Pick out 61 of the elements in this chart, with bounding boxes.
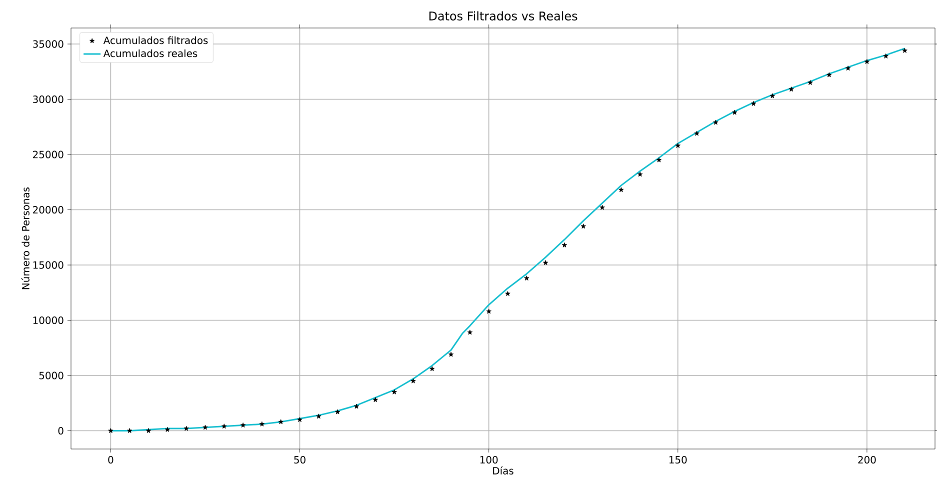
point xyxy=(410,378,416,384)
point xyxy=(335,409,340,414)
y-tick-label: 5000 xyxy=(39,372,64,380)
legend-label: Acumulados reales xyxy=(103,49,198,58)
point xyxy=(146,428,152,433)
y-tick-label: 20000 xyxy=(33,206,64,214)
point xyxy=(524,276,530,280)
x-tick-label: 0 xyxy=(108,456,114,464)
point xyxy=(788,86,794,92)
y-tick-label: 35000 xyxy=(33,40,64,48)
point xyxy=(448,352,454,357)
point xyxy=(580,224,586,229)
y-tick-label: 10000 xyxy=(33,316,64,324)
y-axis-title: Número de Personas xyxy=(21,187,30,290)
point xyxy=(259,421,265,426)
y-tick-label: 15000 xyxy=(33,261,64,269)
point xyxy=(486,308,492,314)
point xyxy=(316,414,322,419)
point xyxy=(562,242,568,248)
x-axis-title: Días xyxy=(493,466,514,475)
x-tick-label: 150 xyxy=(669,456,687,464)
point xyxy=(656,157,662,162)
point xyxy=(694,130,700,136)
point xyxy=(297,417,302,422)
y-tick-label: 0 xyxy=(58,426,64,435)
point xyxy=(164,426,170,432)
point xyxy=(675,142,680,148)
point xyxy=(278,419,284,424)
legend-label: Acumulados filtrados xyxy=(103,36,208,44)
y-tick-label: 25000 xyxy=(33,150,64,158)
point xyxy=(638,172,643,177)
point xyxy=(732,110,738,115)
x-tick-label: 200 xyxy=(858,456,876,464)
point xyxy=(392,389,397,394)
point xyxy=(808,80,813,85)
point xyxy=(202,424,208,430)
point xyxy=(845,66,851,71)
point xyxy=(770,93,775,98)
point xyxy=(184,426,189,431)
point xyxy=(542,260,548,266)
point xyxy=(505,291,510,296)
point xyxy=(430,366,435,372)
x-tick-label: 100 xyxy=(480,456,498,464)
point xyxy=(467,330,472,335)
point xyxy=(222,424,227,429)
point xyxy=(864,58,870,64)
point xyxy=(600,204,605,210)
chart-title: Datos Filtrados vs Reales xyxy=(429,11,578,20)
point xyxy=(372,397,378,402)
point xyxy=(354,404,360,409)
point xyxy=(826,72,832,78)
point xyxy=(883,53,888,58)
point xyxy=(713,120,718,125)
x-tick-label: 50 xyxy=(294,456,306,464)
point xyxy=(240,422,246,428)
point xyxy=(902,48,908,53)
point xyxy=(108,428,114,433)
point xyxy=(750,100,756,106)
point xyxy=(127,428,132,433)
y-tick-label: 30000 xyxy=(33,95,64,104)
point xyxy=(618,187,624,192)
